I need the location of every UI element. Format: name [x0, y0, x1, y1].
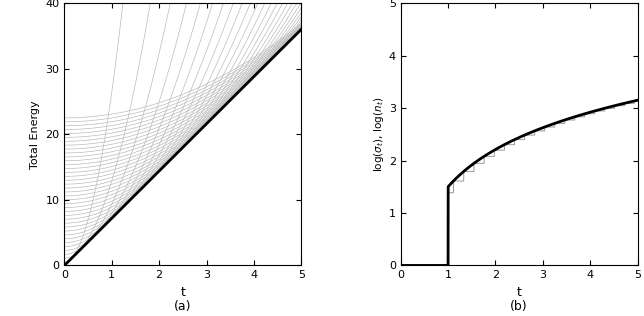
Y-axis label: $\log(\sigma_t),\, \log(n_t)$: $\log(\sigma_t),\, \log(n_t)$ [372, 97, 386, 172]
Y-axis label: Total Energy: Total Energy [30, 100, 40, 169]
X-axis label: t: t [516, 286, 522, 299]
Text: (b): (b) [510, 300, 528, 313]
Text: (a): (a) [174, 300, 191, 313]
X-axis label: t: t [180, 286, 185, 299]
